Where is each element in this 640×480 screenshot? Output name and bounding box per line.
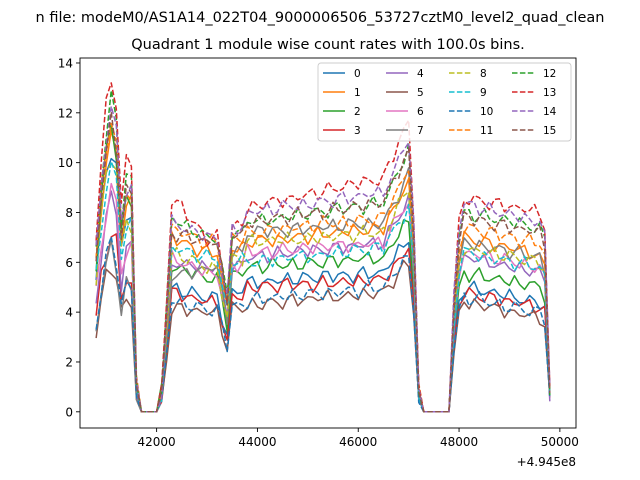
y-tick-label: 2 <box>65 355 73 369</box>
y-tick-label: 0 <box>65 405 73 419</box>
series-line-14 <box>95 105 551 413</box>
y-tick-label: 8 <box>65 206 73 220</box>
legend-label-2: 2 <box>354 106 361 118</box>
legend-label-6: 6 <box>417 106 424 118</box>
x-tick-label: 48000 <box>440 435 478 449</box>
legend-label-8: 8 <box>480 68 487 80</box>
legend-label-0: 0 <box>354 68 361 80</box>
figure-suptitle: n file: modeM0/AS1A14_022T04_9000006506_… <box>36 10 605 26</box>
y-tick-label: 4 <box>65 306 73 320</box>
series-line-15 <box>95 111 551 413</box>
x-tick-label: 46000 <box>339 435 377 449</box>
chart-title: Quadrant 1 module wise count rates with … <box>131 37 525 53</box>
series-line-10 <box>95 235 551 413</box>
legend-label-10: 10 <box>480 106 493 118</box>
y-tick-label: 12 <box>58 106 73 120</box>
x-tick-label: 42000 <box>138 435 176 449</box>
y-tick-label: 6 <box>65 256 73 270</box>
legend-label-7: 7 <box>417 125 424 137</box>
y-tick-label: 14 <box>58 56 73 70</box>
y-tick-label: 10 <box>58 156 73 170</box>
y-axis: 0 2 4 6 8 10 12 14 <box>58 56 80 419</box>
legend-label-9: 9 <box>480 87 487 99</box>
legend-frame <box>317 62 572 142</box>
plot-frame <box>79 57 577 429</box>
legend-label-1: 1 <box>354 87 361 99</box>
legend-label-4: 4 <box>417 68 424 80</box>
legend-label-14: 14 <box>543 106 557 118</box>
series-layer <box>95 82 551 413</box>
series-line-8 <box>95 162 551 413</box>
series-line-9 <box>95 160 551 413</box>
legend-label-11: 11 <box>480 125 493 137</box>
series-line-13 <box>95 82 551 413</box>
x-tick-label: 44000 <box>238 435 276 449</box>
x-axis: 42000 44000 46000 48000 50000 <box>138 428 579 449</box>
legend-label-12: 12 <box>543 68 556 80</box>
legend-label-15: 15 <box>543 125 556 137</box>
legend-label-3: 3 <box>354 125 361 137</box>
x-tick-label: 50000 <box>541 435 579 449</box>
x-axis-offset-label: +4.945e8 <box>517 455 576 469</box>
legend-label-13: 13 <box>543 87 556 99</box>
series-line-7 <box>95 167 551 413</box>
series-line-12 <box>95 89 551 413</box>
legend-label-5: 5 <box>417 87 424 99</box>
